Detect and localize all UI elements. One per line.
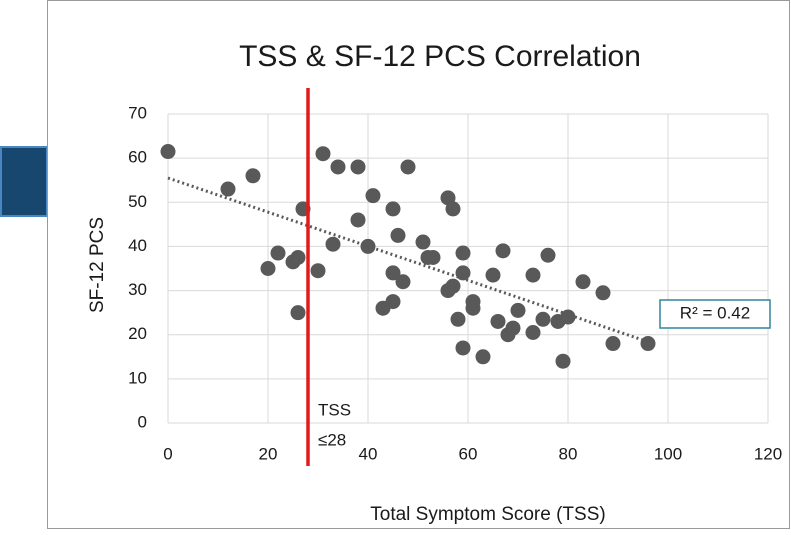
y-axis-label: SF-12 PCS xyxy=(87,217,108,313)
y-tick-label: 70 xyxy=(128,103,147,122)
point xyxy=(605,336,621,352)
point xyxy=(160,144,176,160)
point xyxy=(390,227,406,243)
r2-label: R² = 0.42 xyxy=(680,303,750,322)
point xyxy=(385,201,401,217)
point xyxy=(455,245,471,261)
point xyxy=(485,267,501,283)
point xyxy=(330,159,346,175)
point xyxy=(540,247,556,263)
point xyxy=(220,181,236,197)
y-tick-label: 30 xyxy=(128,280,147,299)
x-tick-label: 60 xyxy=(459,444,478,463)
point xyxy=(510,302,526,318)
threshold-label: ≤28 xyxy=(318,430,346,449)
point xyxy=(385,265,401,281)
x-tick-label: 80 xyxy=(559,444,578,463)
point xyxy=(560,309,576,325)
side-panel xyxy=(0,146,48,217)
point xyxy=(525,267,541,283)
point xyxy=(450,311,466,327)
point xyxy=(595,285,611,301)
y-tick-label: 10 xyxy=(128,368,147,387)
point xyxy=(575,274,591,290)
x-tick-label: 0 xyxy=(163,444,172,463)
point xyxy=(505,320,521,336)
y-tick-label: 40 xyxy=(128,236,147,255)
point xyxy=(445,278,461,294)
x-tick-label: 100 xyxy=(654,444,682,463)
point xyxy=(455,340,471,356)
point xyxy=(315,146,331,162)
r2-box xyxy=(659,299,771,329)
point xyxy=(395,274,411,290)
point xyxy=(350,159,366,175)
x-axis-label: Total Symptom Score (TSS) xyxy=(370,504,605,525)
point xyxy=(445,201,461,217)
y-tick-label: 20 xyxy=(128,324,147,343)
point xyxy=(425,249,441,265)
y-tick-label: 50 xyxy=(128,192,147,211)
chart-title: TSS & SF-12 PCS Correlation xyxy=(239,40,641,73)
point xyxy=(495,243,511,259)
point xyxy=(400,159,416,175)
point xyxy=(475,349,491,365)
point xyxy=(465,300,481,316)
point xyxy=(455,265,471,281)
point xyxy=(260,261,276,276)
y-tick-label: 0 xyxy=(138,412,147,431)
x-tick-label: 120 xyxy=(754,444,782,463)
point xyxy=(640,336,656,352)
point xyxy=(290,305,306,321)
point xyxy=(310,263,326,279)
point xyxy=(325,236,341,252)
point xyxy=(555,353,571,369)
point xyxy=(490,313,506,329)
point xyxy=(385,294,401,310)
point xyxy=(365,188,381,204)
threshold-label: TSS xyxy=(318,400,351,419)
point xyxy=(415,234,431,250)
point xyxy=(535,311,551,327)
point xyxy=(245,168,261,184)
point xyxy=(290,249,306,265)
y-tick-label: 60 xyxy=(128,148,147,167)
point xyxy=(525,325,541,341)
x-tick-label: 20 xyxy=(259,444,278,463)
point xyxy=(350,212,366,228)
x-tick-label: 40 xyxy=(359,444,378,463)
point xyxy=(270,245,286,261)
